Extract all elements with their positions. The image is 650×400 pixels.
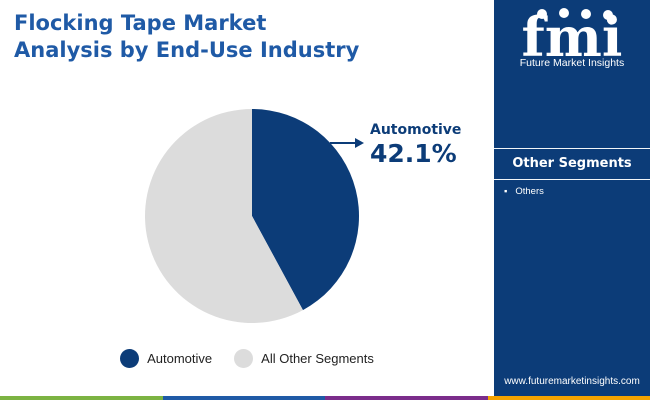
panel-divider-top (494, 148, 650, 149)
bottom-color-bar (0, 396, 650, 400)
logo-person-icon (581, 9, 591, 19)
legend-swatch-all-other-segments (234, 349, 254, 368)
page-title: Flocking Tape Market Analysis by End-Use… (14, 10, 474, 64)
bottom-bar-segment-1 (0, 396, 163, 400)
legend-label-all-other-segments: All Other Segments (261, 351, 374, 366)
pie-slice-automotive (252, 109, 359, 311)
title-line-2: Analysis by End-Use Industry (14, 38, 360, 62)
automotive-callout: Automotive 42.1% (370, 122, 461, 169)
list-item: Others (504, 186, 544, 197)
bottom-bar-segment-4 (487, 396, 650, 400)
legend-item-automotive: Automotive (120, 349, 212, 368)
logo-bird-icon (537, 9, 547, 19)
chart-legend: Automotive All Other Segments (0, 349, 494, 368)
fmi-logo: fmi (522, 5, 623, 69)
logo-caption: Future Market Insights (519, 57, 625, 69)
sidebar-panel: fmi Future Market Insights Other Segment… (494, 0, 650, 400)
logo-globe-icon (559, 8, 569, 18)
legend-label-automotive: Automotive (147, 351, 213, 366)
legend-item-all-other-segments: All Other Segments (234, 349, 374, 368)
pie-chart (145, 109, 364, 323)
callout-label: Automotive (370, 122, 462, 138)
logo-chart-icon (603, 10, 613, 20)
pie-slice-all-other-segments (145, 109, 303, 323)
callout-value: 42.1% (370, 139, 457, 168)
callout-arrow (330, 138, 364, 148)
website-link[interactable]: www.futuremarketinsights.com (504, 376, 640, 387)
other-segments-list: Others (504, 186, 544, 197)
panel-divider-bottom (494, 179, 650, 180)
title-line-1: Flocking Tape Market (14, 11, 267, 35)
other-segments-heading: Other Segments (512, 156, 632, 171)
legend-swatch-automotive (120, 349, 140, 368)
bottom-bar-segment-2 (162, 396, 325, 400)
bottom-bar-segment-3 (325, 396, 488, 400)
pie-slices (145, 109, 359, 323)
